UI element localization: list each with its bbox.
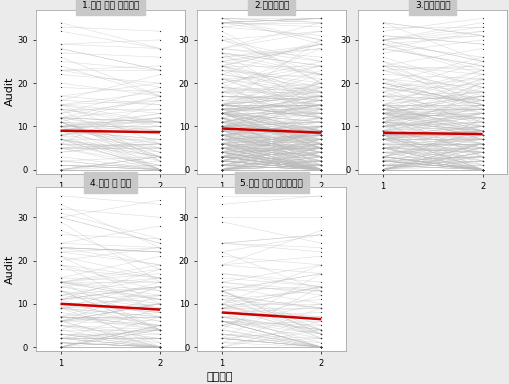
Text: 검진횟수: 검진횟수: [206, 372, 232, 382]
Y-axis label: Audit: Audit: [5, 255, 15, 284]
Y-axis label: Audit: Audit: [5, 77, 15, 106]
Title: 1.신입 또는 소방학교: 1.신입 또는 소방학교: [81, 1, 139, 10]
Title: 4.행정 및 기타: 4.행정 및 기타: [90, 178, 131, 187]
Title: 5.퇴직 또는 퇴직예정자: 5.퇴직 또는 퇴직예정자: [240, 178, 302, 187]
Title: 3.구급구조군: 3.구급구조군: [414, 1, 449, 10]
Title: 2.화재진압군: 2.화재진압군: [253, 1, 289, 10]
